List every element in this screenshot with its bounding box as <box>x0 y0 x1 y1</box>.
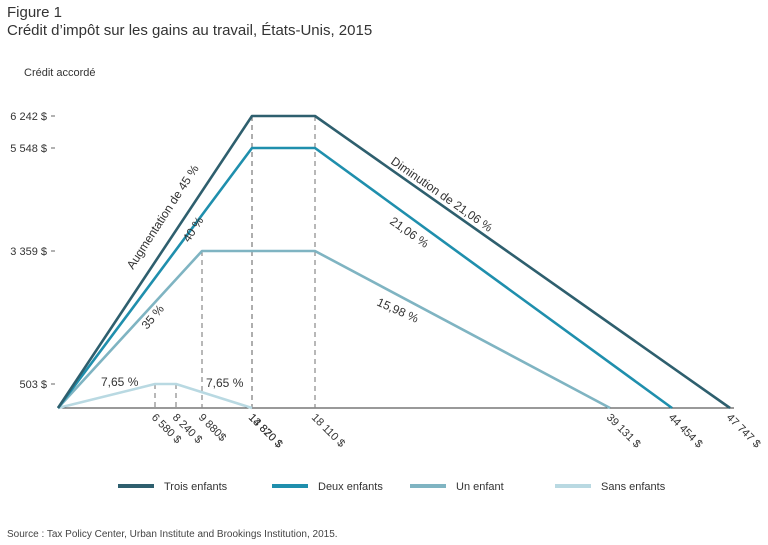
x-tick-label: 47 747 $ <box>724 412 763 451</box>
series-line <box>56 114 731 410</box>
y-tick-label: 503 $ <box>19 379 47 391</box>
legend-label: Deux enfants <box>318 481 383 493</box>
x-tick-label: 44 454 $ <box>666 412 705 451</box>
y-tick-label: 5 548 $ <box>10 143 47 155</box>
series-line <box>57 249 611 410</box>
figure-label: Figure 1 <box>7 4 63 21</box>
y-axis-label: Crédit accordé <box>24 67 96 79</box>
annotation-label: 21,06 % <box>387 214 431 251</box>
series-line <box>56 146 673 410</box>
y-tick-label: 6 242 $ <box>10 111 47 123</box>
legend-label: Un enfant <box>456 481 504 493</box>
chart-title: Crédit d’impôt sur les gains au travail,… <box>7 22 373 39</box>
x-tick-label: 39 131 $ <box>604 412 643 451</box>
legend-label: Trois enfants <box>164 481 228 493</box>
x-tick-label: 14 820 $ <box>246 412 285 451</box>
annotation-label: 35 % <box>139 302 168 332</box>
series-line <box>57 382 253 410</box>
x-tick-label: 18 110 $ <box>309 412 347 450</box>
source-note: Source : Tax Policy Center, Urban Instit… <box>7 529 338 540</box>
annotation-label: Augmentation de 45 % <box>124 162 202 272</box>
y-tick-label: 3 359 $ <box>10 246 47 258</box>
legend-label: Sans enfants <box>601 481 666 493</box>
annotation-label: 7,65 % <box>101 375 139 389</box>
annotation-label: 15,98 % <box>375 295 421 326</box>
annotation-label: 7,65 % <box>206 376 244 390</box>
